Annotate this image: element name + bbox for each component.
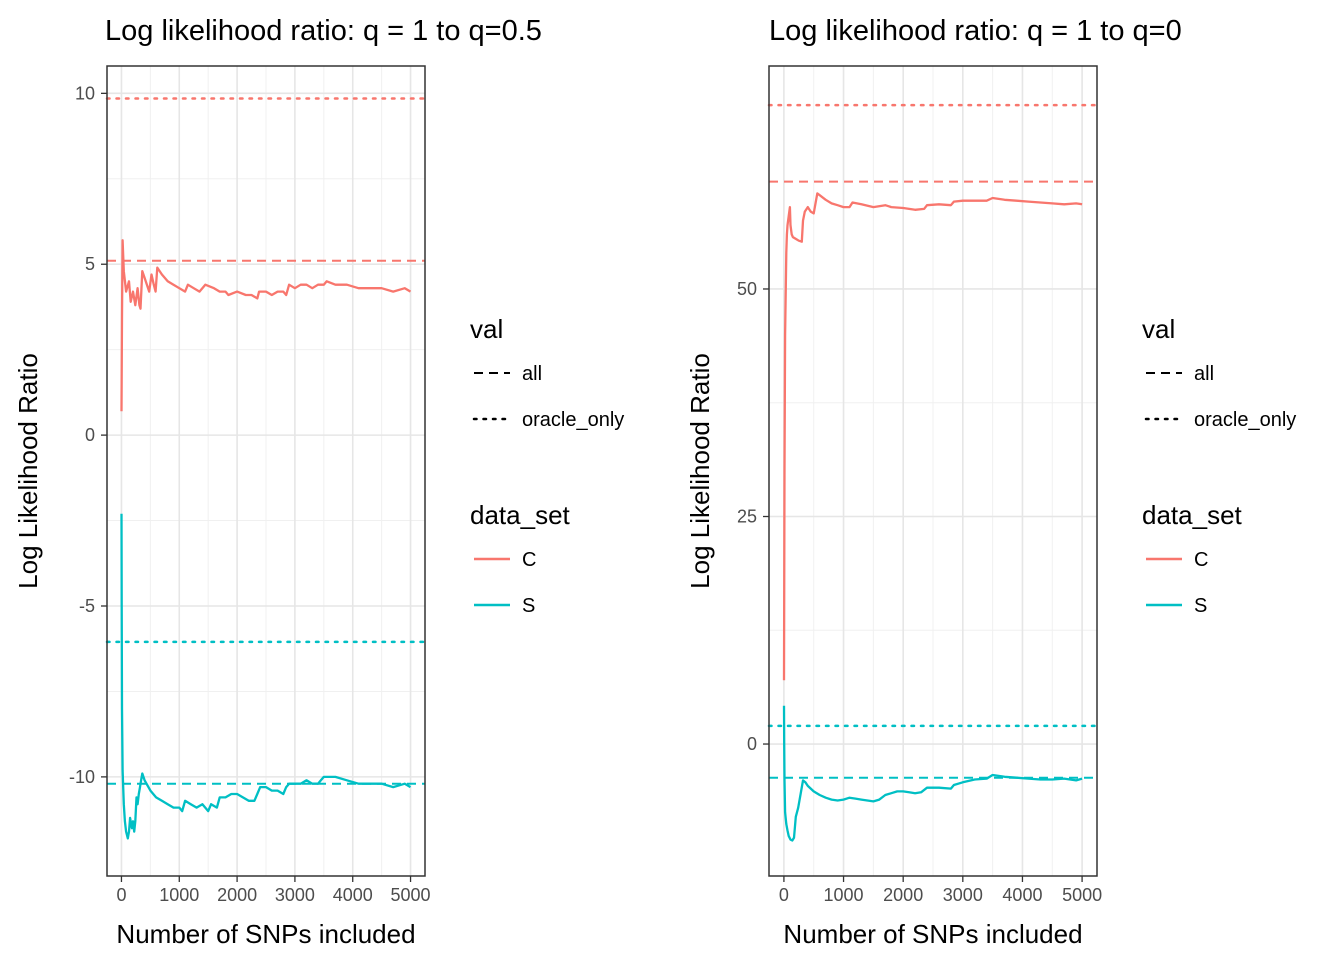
- y-tick-label: 25: [737, 507, 757, 527]
- x-axis-title: Number of SNPs included: [783, 919, 1082, 949]
- panel-left: Log likelihood ratio: q = 1 to q=0.5 0 10…: [13, 15, 542, 949]
- legend-left: val all oracle_only data_set C S: [470, 314, 624, 617]
- y-tick-label: 5: [85, 254, 95, 274]
- y-tick-label: -10: [69, 767, 95, 787]
- series-line-s: [782, 705, 1083, 842]
- legend-title-data-set: data_set: [470, 500, 571, 530]
- panel-right: Log likelihood ratio: q = 1 to q=0 0 1000…: [685, 15, 1182, 949]
- series-line-c: [782, 192, 1083, 681]
- plot-border: [106, 65, 426, 877]
- series-line-c: [120, 239, 412, 412]
- y-axis-ticks: -10 -5 0 5 10: [69, 83, 107, 787]
- x-tick-label: 0: [116, 885, 126, 905]
- y-axis-title: Log Likelihood Ratio: [685, 353, 715, 589]
- chart-title: Log likelihood ratio: q = 1 to q=0.5: [105, 15, 542, 47]
- legend-label-c: C: [522, 549, 536, 571]
- reference-lines: [105, 97, 427, 785]
- legend-label-s: S: [522, 595, 535, 617]
- x-tick-label: 4000: [1002, 885, 1042, 905]
- x-tick-label: 3000: [275, 885, 315, 905]
- y-tick-label: 50: [737, 279, 757, 299]
- legend-label-s: S: [1194, 595, 1207, 617]
- legend-title-val: val: [470, 314, 503, 344]
- y-axis-ticks: 0 25 50: [737, 279, 769, 754]
- x-tick-label: 5000: [1062, 885, 1102, 905]
- y-tick-label: 10: [75, 83, 95, 103]
- chart-title: Log likelihood ratio: q = 1 to q=0: [769, 15, 1182, 47]
- x-tick-label: 1000: [824, 885, 864, 905]
- series-lines: [120, 239, 412, 840]
- x-tick-label: 0: [779, 885, 789, 905]
- legend-label-all: all: [522, 363, 542, 385]
- legend-label-oracle-only: oracle_only: [522, 409, 624, 431]
- y-tick-label: 0: [747, 734, 757, 754]
- series-lines: [782, 192, 1083, 842]
- legend-label-oracle-only: oracle_only: [1194, 409, 1296, 431]
- x-axis-title: Number of SNPs included: [116, 919, 415, 949]
- y-tick-label: 0: [85, 425, 95, 445]
- x-tick-label: 5000: [391, 885, 431, 905]
- x-tick-label: 1000: [159, 885, 199, 905]
- legend-title-val: val: [1142, 314, 1175, 344]
- reference-lines: [767, 103, 1099, 779]
- x-tick-label: 2000: [217, 885, 257, 905]
- plot-border: [768, 65, 1098, 877]
- legend-title-data-set: data_set: [1142, 500, 1243, 530]
- series-line-s: [120, 513, 412, 840]
- legend-right: val all oracle_only data_set C S: [1142, 314, 1296, 617]
- x-tick-label: 3000: [943, 885, 983, 905]
- x-tick-label: 2000: [883, 885, 923, 905]
- legend-label-c: C: [1194, 549, 1208, 571]
- x-axis-ticks: 0 1000 2000 3000 4000 5000: [779, 876, 1102, 905]
- legend-label-all: all: [1194, 363, 1214, 385]
- y-tick-label: -5: [79, 596, 95, 616]
- y-axis-title: Log Likelihood Ratio: [13, 353, 43, 589]
- x-tick-label: 4000: [333, 885, 373, 905]
- x-axis-ticks: 0 1000 2000 3000 4000 5000: [116, 876, 431, 905]
